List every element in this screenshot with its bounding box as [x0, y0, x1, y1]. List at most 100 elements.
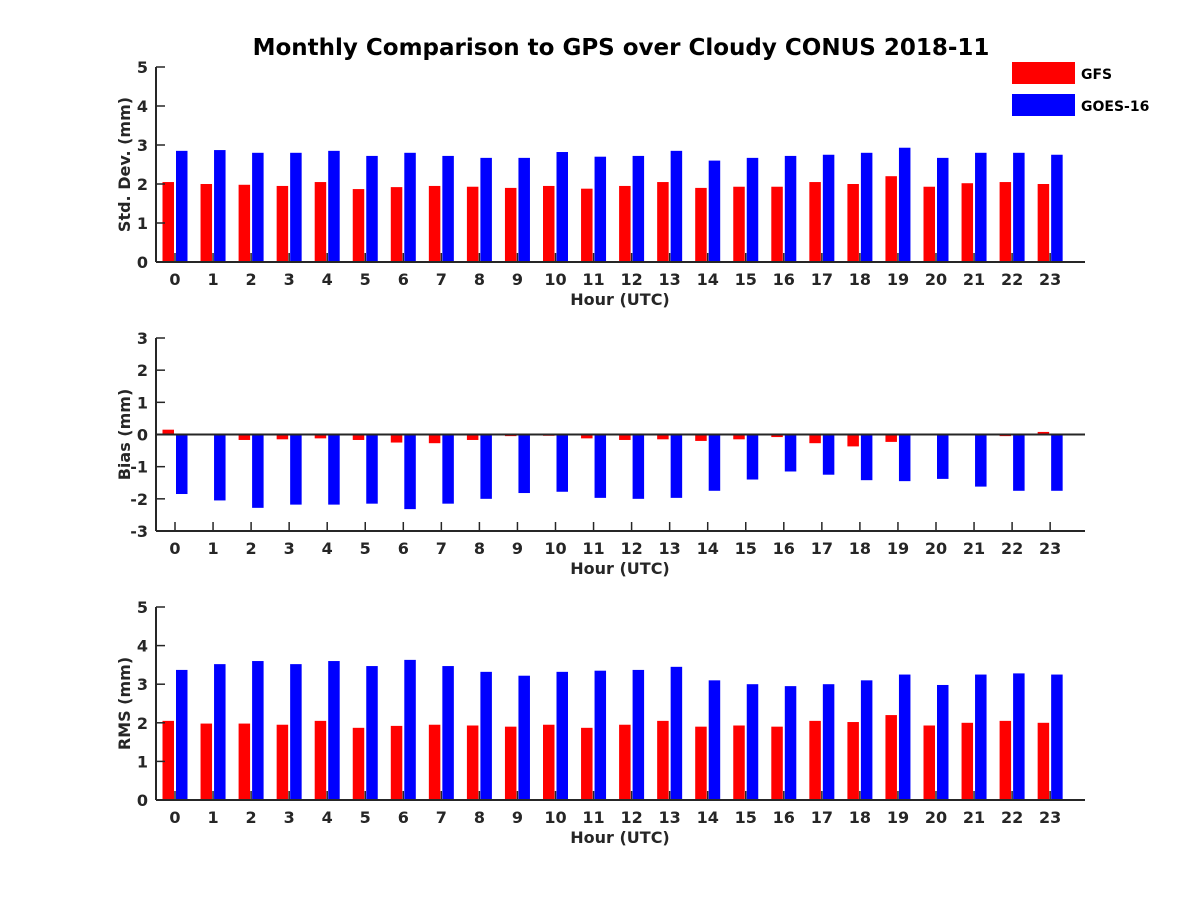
rms-bar-gfs-17 [809, 720, 821, 800]
std-dev-bar-goes16-19 [898, 147, 911, 262]
rms-bar-goes16-23 [1051, 674, 1063, 800]
rms-bar-goes16-18 [860, 680, 873, 800]
std-dev-x-tick-label: 2 [246, 270, 257, 289]
std-dev-x-tick-label: 3 [284, 270, 295, 289]
rms-bar-gfs-1 [200, 723, 213, 800]
bias-bar-goes16-17 [822, 434, 835, 475]
bias-bar-goes16-0 [176, 434, 188, 495]
std-dev-y-tick-label: 2 [137, 175, 148, 194]
bias-bar-goes16-11 [594, 434, 607, 498]
rms-x-tick-label: 5 [360, 808, 371, 827]
std-dev-x-axis-label: Hour (UTC) [570, 290, 670, 309]
legend-swatch-goes16 [1012, 94, 1075, 116]
rms-y-tick-label: 2 [137, 714, 148, 733]
rms-bar-goes16-7 [442, 666, 454, 800]
std-dev-bar-goes16-18 [860, 152, 873, 262]
bias-bar-gfs-12 [619, 434, 631, 440]
bias-x-tick-label: 2 [246, 539, 257, 558]
rms-x-tick-label: 1 [207, 808, 218, 827]
std-dev-x-tick-label: 1 [207, 270, 218, 289]
bias-x-tick-label: 18 [849, 539, 871, 558]
bias-bar-gfs-14 [695, 434, 707, 441]
std-dev-bar-gfs-19 [885, 176, 897, 262]
rms-bar-goes16-2 [252, 661, 264, 800]
rms-bar-goes16-10 [556, 671, 568, 800]
std-dev-bar-gfs-21 [961, 183, 974, 262]
bias-bar-goes16-23 [1051, 434, 1063, 491]
std-dev-bar-goes16-22 [1013, 152, 1025, 262]
std-dev-bar-goes16-16 [784, 155, 797, 262]
std-dev-bar-goes16-6 [404, 152, 416, 262]
bias-x-tick-label: 20 [925, 539, 947, 558]
std-dev-bar-goes16-3 [290, 152, 302, 262]
bias-bar-goes16-1 [214, 434, 226, 501]
std-dev-x-tick-label: 5 [360, 270, 371, 289]
std-dev-bar-gfs-6 [390, 187, 403, 262]
rms-bar-gfs-2 [238, 723, 251, 800]
rms-y-tick-label: 0 [137, 791, 148, 810]
std-dev-x-tick-label: 17 [811, 270, 833, 289]
bias-x-tick-label: 10 [544, 539, 566, 558]
bias-bar-goes16-9 [518, 434, 530, 494]
bias-bar-gfs-3 [276, 434, 289, 440]
std-dev-bar-gfs-9 [504, 187, 517, 262]
bias-bar-goes16-2 [252, 434, 264, 508]
rms-bar-goes16-21 [975, 674, 987, 800]
bias-y-tick-label: 3 [137, 329, 148, 348]
rms-x-tick-label: 13 [659, 808, 681, 827]
bias-bar-gfs-0 [162, 429, 174, 435]
rms-bar-gfs-16 [771, 726, 783, 800]
std-dev-y-tick-label: 3 [137, 136, 148, 155]
rms-x-tick-label: 10 [544, 808, 566, 827]
bias-x-tick-label: 17 [811, 539, 833, 558]
rms-bar-goes16-12 [632, 669, 645, 800]
rms-bar-gfs-23 [1037, 722, 1050, 800]
rms-x-tick-label: 19 [887, 808, 909, 827]
bias-y-tick-label: -2 [130, 490, 148, 509]
std-dev-bar-gfs-12 [619, 185, 631, 262]
bias-x-tick-label: 15 [735, 539, 757, 558]
std-dev-bar-goes16-2 [252, 152, 264, 262]
bias-bar-goes16-13 [670, 434, 683, 498]
std-dev-y-tick-label: 1 [137, 214, 148, 233]
std-dev-x-tick-label: 14 [697, 270, 719, 289]
legend-label-goes16: GOES-16 [1081, 99, 1149, 115]
rms-bar-gfs-21 [961, 722, 974, 800]
std-dev-y-tick-label: 5 [137, 58, 148, 77]
std-dev-x-tick-label: 21 [963, 270, 985, 289]
rms-x-tick-label: 15 [735, 808, 757, 827]
std-dev-bar-gfs-8 [466, 186, 479, 262]
rms-x-tick-label: 20 [925, 808, 947, 827]
std-dev-x-tick-label: 4 [322, 270, 333, 289]
rms-bar-gfs-22 [999, 720, 1012, 800]
bias-bar-goes16-10 [556, 434, 568, 492]
std-dev-bar-goes16-10 [556, 152, 568, 262]
bias-x-tick-label: 11 [582, 539, 604, 558]
bias-y-tick-label: -3 [130, 522, 148, 541]
bias-bar-goes16-12 [632, 434, 645, 499]
rms-bar-goes16-9 [518, 675, 530, 800]
rms-bar-goes16-1 [214, 664, 226, 800]
rms-bar-gfs-6 [390, 725, 403, 800]
rms-x-tick-label: 11 [582, 808, 604, 827]
std-dev-x-tick-label: 10 [544, 270, 566, 289]
legend-label-gfs: GFS [1081, 67, 1112, 83]
bias-bar-gfs-7 [428, 434, 441, 444]
bias-x-tick-label: 16 [773, 539, 795, 558]
bias-bar-gfs-13 [657, 434, 669, 440]
bias-x-tick-label: 4 [322, 539, 333, 558]
bias-x-tick-label: 7 [436, 539, 447, 558]
bias-bar-goes16-19 [898, 434, 911, 482]
std-dev-bar-gfs-14 [695, 187, 707, 262]
rms-y-tick-label: 3 [137, 675, 148, 694]
rms-bar-gfs-20 [923, 725, 935, 800]
std-dev-x-tick-label: 19 [887, 270, 909, 289]
std-dev-bar-gfs-11 [581, 188, 593, 262]
std-dev-bar-gfs-15 [733, 186, 745, 262]
std-dev-bar-gfs-7 [428, 185, 441, 262]
bias-x-tick-label: 1 [207, 539, 218, 558]
chart-title: Monthly Comparison to GPS over Cloudy CO… [253, 35, 990, 61]
